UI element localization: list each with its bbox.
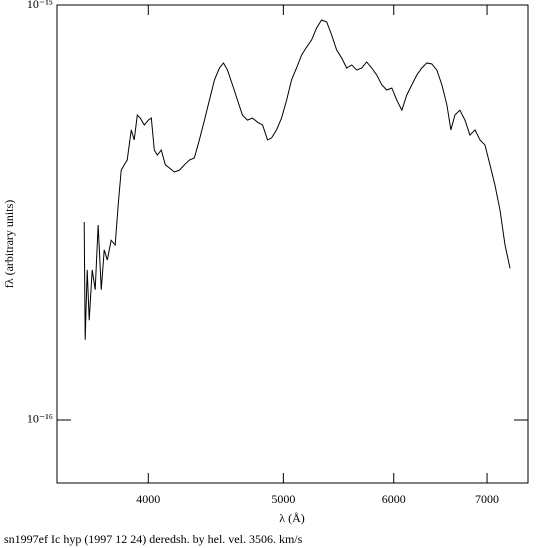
plot-frame (56, 4, 529, 484)
y-tick-label: 10⁻¹⁵ (27, 0, 53, 11)
x-tick-label: 6000 (382, 492, 406, 506)
y-axis-label: fλ (arbitrary units) (2, 200, 16, 288)
y-tick-label: 10⁻¹⁶ (27, 412, 53, 426)
spectrum-line (83, 19, 511, 340)
x-tick-label: 5000 (271, 492, 295, 506)
x-tick-label: 4000 (136, 492, 160, 506)
x-axis-label: λ (Å) (279, 511, 304, 525)
x-tick-label: 7000 (475, 492, 499, 506)
caption: sn1997ef Ic hyp (1997 12 24) deredsh. by… (4, 532, 303, 546)
